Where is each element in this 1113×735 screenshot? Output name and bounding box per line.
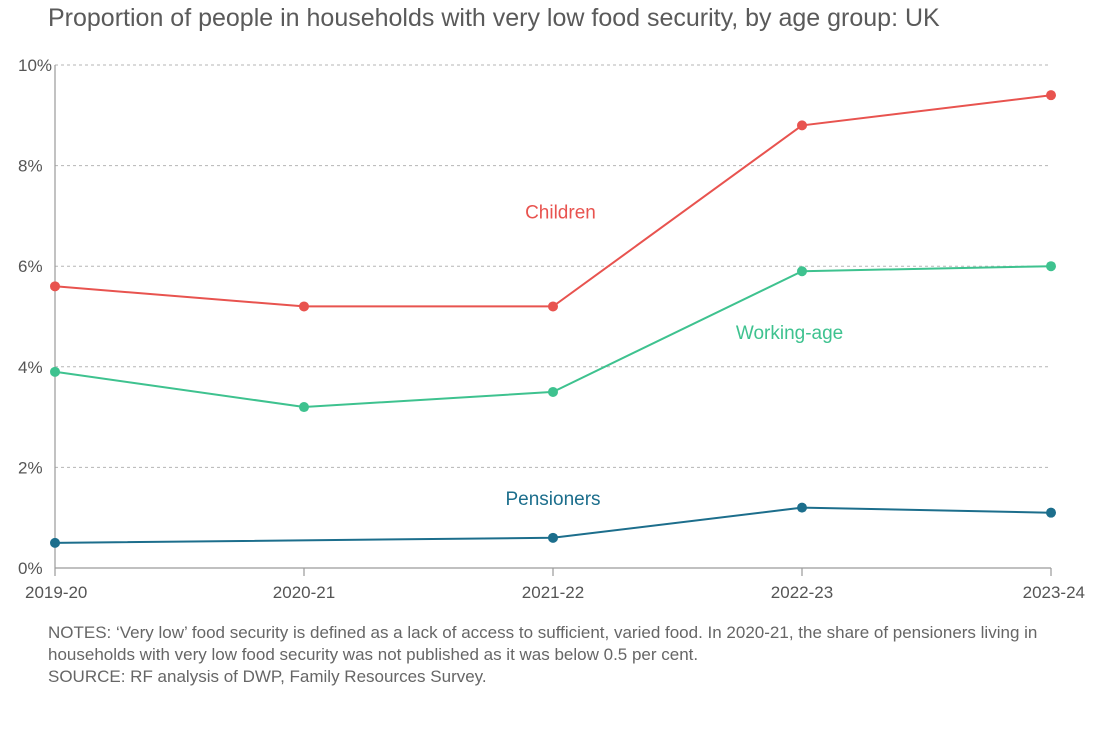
y-tick-label: 0%	[18, 559, 43, 578]
data-point-working-age	[50, 366, 60, 377]
notes-text: NOTES: ‘Very low’ food security is defin…	[48, 623, 1038, 664]
chart-notes: NOTES: ‘Very low’ food security is defin…	[48, 622, 1058, 688]
data-point-children	[299, 301, 309, 312]
y-axis: 0% 2% 4% 6% 8% 10%	[18, 56, 56, 578]
data-point-pensioners	[50, 537, 60, 548]
x-tick-label: 2019-20	[25, 583, 87, 602]
gridlines	[55, 64, 1051, 468]
data-point-children	[797, 120, 807, 131]
y-tick-label: 2%	[18, 458, 43, 477]
series-label-working-age: Working-age	[736, 323, 843, 344]
data-point-working-age	[797, 266, 807, 277]
series-label-children: Children	[525, 202, 596, 223]
y-tick-label: 8%	[18, 157, 43, 176]
source-text: SOURCE: RF analysis of DWP, Family Resou…	[48, 667, 487, 686]
chart-title: Proportion of people in households with …	[48, 4, 940, 32]
y-tick-label: 6%	[18, 257, 43, 276]
data-point-working-age	[548, 386, 558, 397]
data-point-children	[50, 281, 60, 292]
data-point-pensioners	[1046, 507, 1056, 518]
series-labels: Children Working-age Pensioners	[505, 202, 843, 510]
data-point-working-age	[1046, 261, 1056, 272]
data-point-children	[548, 301, 558, 312]
series-label-pensioners: Pensioners	[505, 489, 600, 510]
x-axis: 2019-20 2020-21 2021-22 2022-23 2023-24	[25, 567, 1085, 602]
series-line-children	[54, 94, 1052, 308]
data-point-pensioners	[797, 502, 807, 513]
x-tick-label: 2022-23	[771, 583, 833, 602]
line-chart: 0% 2% 4% 6% 8% 10% 2019-20 2020-21 2021-22 2022-…	[18, 56, 1085, 602]
y-tick-label: 10%	[18, 56, 52, 75]
data-point-children	[1046, 90, 1056, 101]
x-tick-label: 2020-21	[273, 583, 335, 602]
series-lines	[50, 90, 1056, 548]
series-line-pensioners	[54, 506, 1052, 544]
series-line-working-age	[54, 265, 1052, 409]
data-point-working-age	[299, 402, 309, 413]
data-point-pensioners	[548, 532, 558, 543]
x-tick-label: 2021-22	[522, 583, 584, 602]
x-tick-label: 2023-24	[1023, 583, 1085, 602]
y-tick-label: 4%	[18, 358, 43, 377]
